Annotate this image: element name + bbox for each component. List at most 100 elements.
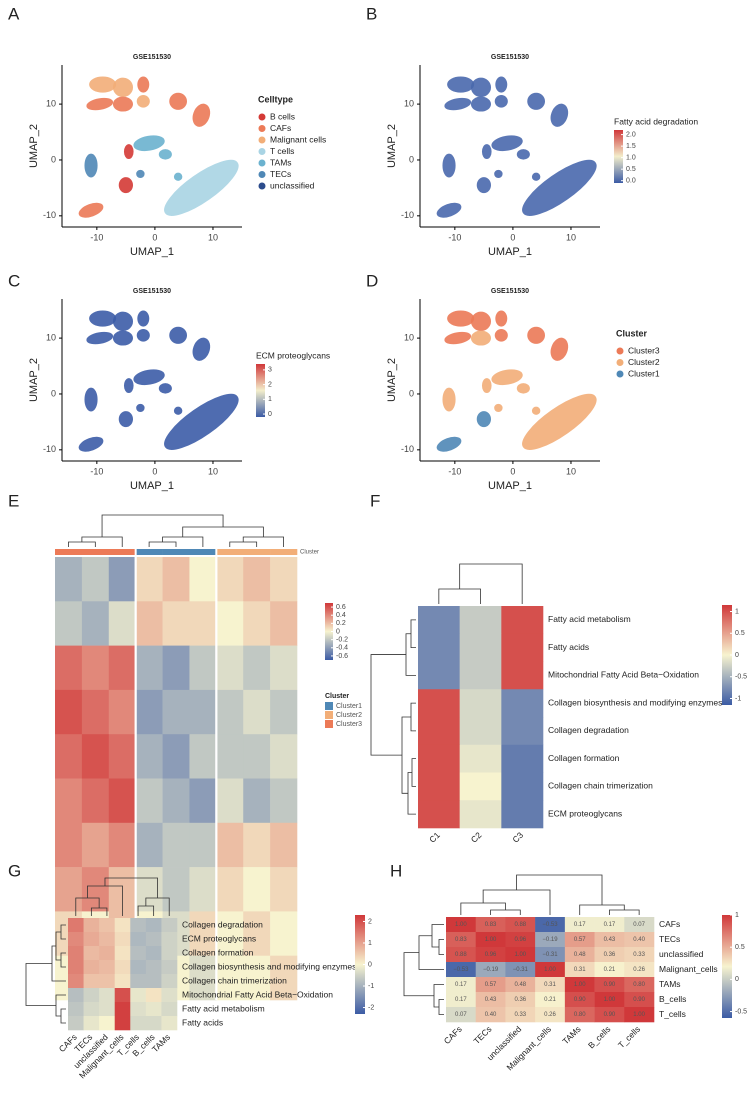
heatmap-cell — [81, 557, 110, 602]
legend-label: Cluster2 — [628, 357, 660, 367]
legend-label: T cells — [270, 146, 294, 156]
heatmap-cell — [535, 977, 566, 993]
row-label: B_cells — [659, 994, 686, 1004]
colorbar-tick-label: -0.4 — [336, 645, 348, 652]
heatmap-cell — [418, 800, 460, 829]
cell-label: 0.33 — [633, 952, 645, 958]
cell-cluster — [164, 159, 239, 216]
dendrogram — [438, 999, 444, 1015]
heatmap-cell — [501, 717, 544, 746]
heatmap-cell — [83, 1016, 100, 1031]
row-label: unclassified — [659, 949, 704, 959]
heatmap-cell — [99, 1002, 116, 1017]
heatmap-cell — [99, 918, 116, 933]
heatmap-cell — [475, 1007, 506, 1023]
legend-label: Cluster3 — [628, 345, 660, 355]
heatmap-cell — [216, 734, 244, 779]
legend-marker — [258, 159, 266, 167]
heatmap-cell — [501, 772, 544, 801]
cell-cluster — [136, 94, 150, 108]
heatmap-cell — [114, 1016, 131, 1031]
legend-label: TAMs — [270, 157, 292, 167]
y-axis-label: UMAP_2 — [28, 358, 40, 402]
dendrogram — [482, 889, 551, 915]
cell-cluster — [436, 436, 462, 452]
cell-label: 0.96 — [485, 952, 497, 958]
x-tick-label: 0 — [510, 466, 515, 476]
heatmap-cell — [243, 689, 271, 735]
heatmap-cell — [162, 867, 190, 912]
heatmap-cell — [161, 1016, 178, 1031]
colorbar-tick-label: 0.6 — [336, 604, 346, 611]
heatmap-cell — [505, 1007, 536, 1023]
cell-cluster — [84, 153, 98, 178]
heatmap-cell — [535, 992, 566, 1008]
cell-label: −0.19 — [483, 967, 499, 973]
heatmap-cell — [81, 645, 110, 691]
annotation-cell — [216, 549, 244, 555]
heatmap-cell — [243, 645, 271, 691]
cell-cluster — [137, 76, 150, 93]
colorbar-tick-label: 1 — [368, 940, 372, 947]
chart-title: GSE151530 — [133, 54, 171, 61]
cell-cluster — [158, 149, 172, 160]
cell-label: 0.90 — [604, 982, 616, 988]
x-axis-label: UMAP_1 — [488, 246, 532, 258]
heatmap-cell — [624, 992, 655, 1008]
dendrogram — [68, 541, 96, 547]
heatmap-cell — [108, 822, 136, 868]
cell-cluster — [470, 330, 492, 346]
heatmap-cell — [446, 917, 477, 933]
x-tick-label: -10 — [448, 232, 461, 242]
cell-label: 0.80 — [633, 982, 645, 988]
heatmap-cell — [535, 962, 566, 978]
heatmap-cell — [81, 734, 110, 779]
heatmap-cell — [189, 822, 217, 868]
heatmap-cell — [216, 645, 244, 691]
cell-label: 0.57 — [574, 937, 586, 943]
heatmap-cell — [135, 689, 163, 735]
heatmap-cell — [130, 932, 147, 947]
colorbar-tick-label: 1 — [735, 912, 739, 919]
cell-label: 1.00 — [544, 967, 556, 973]
y-tick-label: 10 — [46, 98, 56, 108]
heatmap-cell — [108, 778, 136, 824]
dendrogram — [410, 702, 416, 732]
cell-label: 0.26 — [633, 967, 645, 973]
heatmap-cell — [81, 778, 110, 824]
heatmap-cell — [418, 606, 460, 635]
heatmap-cell — [55, 822, 83, 868]
heatmap-cell — [55, 734, 83, 779]
heatmap-cell — [216, 601, 244, 646]
heatmap-cell — [418, 772, 460, 801]
cell-cluster — [123, 378, 134, 394]
heatmap-cell — [459, 744, 502, 773]
dendrogram — [403, 952, 434, 997]
heatmap-cell — [564, 977, 595, 993]
cell-label: 0.48 — [574, 952, 586, 958]
cell-cluster — [136, 169, 145, 179]
heatmap-cell — [459, 606, 502, 635]
heatmap-cell — [535, 932, 566, 948]
legend-marker — [616, 359, 624, 366]
heatmap-cell — [55, 645, 83, 691]
heatmap-cell — [81, 822, 110, 868]
colorbar-tick-label: -0.5 — [735, 674, 747, 681]
legend-marker — [258, 182, 266, 190]
cell-cluster — [442, 387, 456, 412]
heatmap-cell — [135, 822, 163, 868]
heatmap-cell — [189, 867, 217, 912]
heatmap-cell — [270, 778, 298, 824]
cell-cluster — [118, 411, 134, 428]
legend-marker — [258, 136, 266, 144]
heatmap-cell — [564, 992, 595, 1008]
legend-label: TECs — [270, 169, 291, 179]
heatmap-cell — [55, 778, 83, 824]
annotation-cell — [243, 549, 271, 555]
column-label: C1 — [427, 830, 442, 845]
cell-cluster — [112, 330, 134, 346]
column-label: TAMs — [150, 1032, 172, 1054]
cell-label: 0.07 — [455, 1012, 467, 1018]
heatmap-cell — [99, 946, 116, 961]
row-label: Collagen chain trimerization — [182, 975, 287, 985]
